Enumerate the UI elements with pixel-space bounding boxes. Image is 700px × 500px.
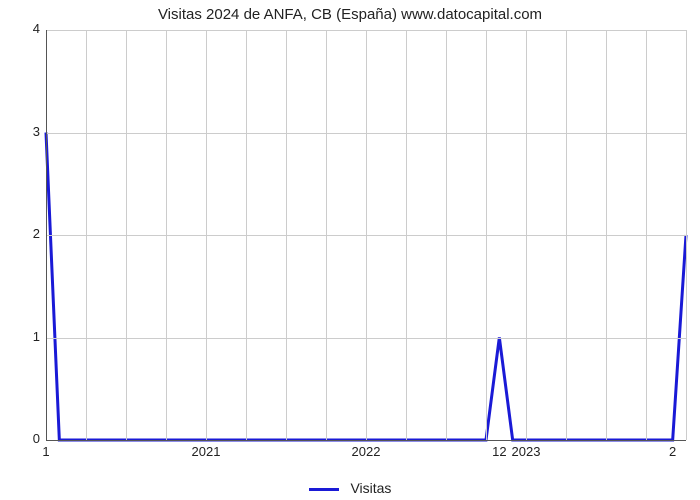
y-tick-label: 1 <box>33 329 40 344</box>
x-gridline <box>166 30 167 440</box>
x-tick-label: 2 <box>669 444 676 459</box>
x-gridline <box>126 30 127 440</box>
y-tick-label: 2 <box>33 226 40 241</box>
x-gridline <box>246 30 247 440</box>
legend-swatch <box>309 488 339 491</box>
x-gridline <box>206 30 207 440</box>
x-tick-label: 1 <box>42 444 49 459</box>
x-gridline <box>406 30 407 440</box>
x-gridline <box>646 30 647 440</box>
x-tick-label: 2021 <box>192 444 221 459</box>
x-tick-label: 2023 <box>512 444 541 459</box>
legend: Visitas <box>0 480 700 496</box>
y-tick-label: 0 <box>33 431 40 446</box>
axis-left <box>46 30 47 440</box>
chart-container: Visitas 2024 de ANFA, CB (España) www.da… <box>0 0 700 500</box>
x-gridline <box>486 30 487 440</box>
x-tick-label: 12 <box>492 444 506 459</box>
chart-title: Visitas 2024 de ANFA, CB (España) www.da… <box>0 6 700 23</box>
legend-label: Visitas <box>350 480 391 496</box>
x-gridline <box>86 30 87 440</box>
x-gridline <box>526 30 527 440</box>
x-gridline <box>366 30 367 440</box>
x-gridline <box>686 30 687 440</box>
y-tick-label: 3 <box>33 124 40 139</box>
x-gridline <box>606 30 607 440</box>
x-tick-label: 2022 <box>352 444 381 459</box>
x-gridline <box>566 30 567 440</box>
x-gridline <box>446 30 447 440</box>
x-gridline <box>286 30 287 440</box>
x-gridline <box>326 30 327 440</box>
axis-bottom <box>46 440 686 441</box>
y-tick-label: 4 <box>33 21 40 36</box>
plot-area <box>46 30 686 440</box>
